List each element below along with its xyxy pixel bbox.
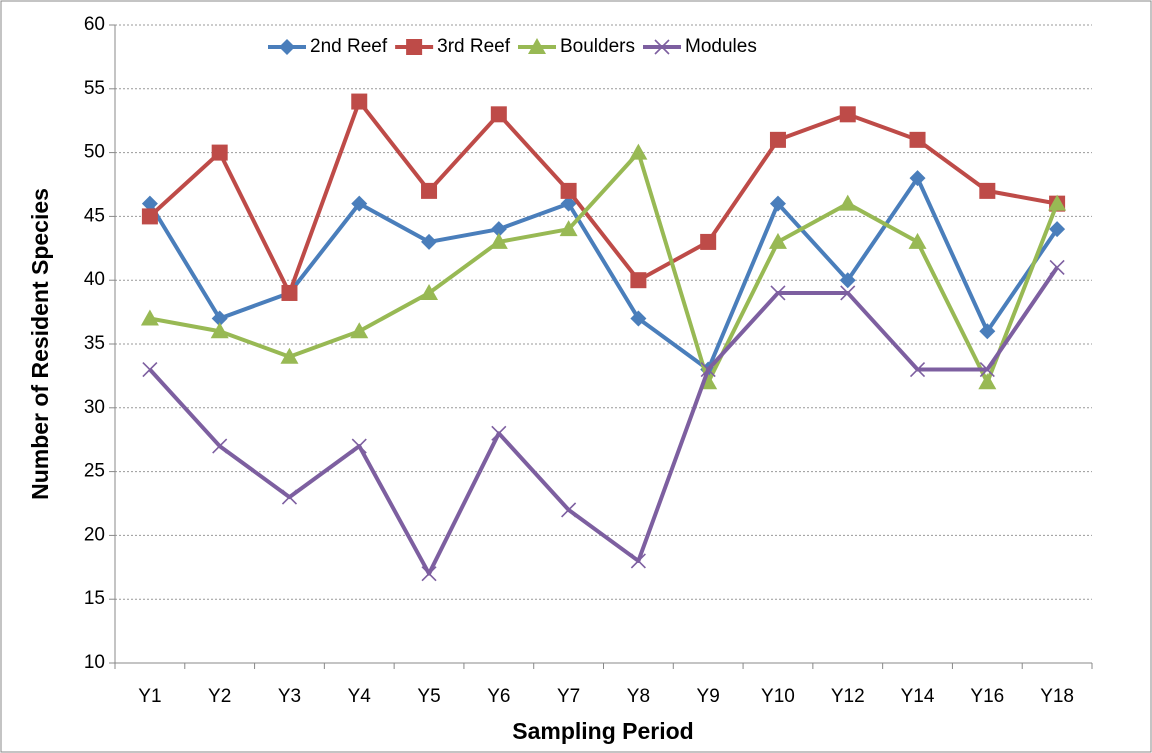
y-tick-label: 55 [84,78,105,99]
data-point [839,272,856,289]
x-tick-label: Y6 [487,686,510,707]
data-point [909,170,926,187]
data-point [840,285,856,301]
y-tick-label: 30 [84,397,105,418]
data-point [351,438,367,454]
series-line [149,150,1059,385]
y-tick-label: 20 [84,524,105,545]
legend-marker [406,39,423,55]
data-point [142,361,158,378]
x-tick-label: Y7 [557,686,580,707]
data-point [838,194,857,211]
data-point [281,284,298,301]
legend-marker [654,39,670,55]
data-point [629,143,648,160]
legend-label: 2nd Reef [310,36,388,57]
x-tick-label: Y8 [627,686,650,707]
data-point [141,208,158,225]
y-tick-label: 10 [84,652,105,673]
data-point [560,195,577,212]
data-point [560,182,577,199]
legend-label: Modules [685,36,757,57]
data-point [1048,194,1067,211]
data-point [1049,221,1066,238]
data-point [489,232,508,249]
data-point [770,285,786,301]
x-tick-label: Y9 [697,686,720,707]
data-point [978,373,997,390]
data-point [561,502,577,518]
data-point [490,106,507,123]
data-point [350,322,369,339]
y-tick-label: 35 [84,333,105,354]
data-point [559,220,578,237]
data-point [769,195,786,212]
data-point [979,323,996,340]
x-tick-label: Y14 [901,686,935,707]
data-point [908,232,927,249]
y-tick-label: 15 [84,588,105,609]
y-axis-title: Number of Resident Species [27,188,53,500]
data-point [630,310,647,327]
data-point [421,566,437,582]
data-point [769,131,786,148]
x-tick-label: Y12 [831,686,865,707]
data-point [351,93,368,110]
x-tick-label: Y4 [348,686,372,707]
x-tick-label: Y16 [970,686,1004,707]
series-line [148,266,1059,576]
data-point [351,195,368,212]
data-point [909,131,926,148]
data-point [280,347,299,364]
data-point [490,221,507,238]
data-point [140,309,159,326]
series-line [148,99,1058,295]
data-point [421,233,438,250]
legend-marker [528,38,546,54]
data-point [281,489,298,505]
data-point [210,322,229,339]
y-tick-label: 50 [84,142,105,163]
x-tick-label: Y18 [1040,686,1074,707]
x-tick-label: Y10 [761,686,795,707]
x-tick-label: Y3 [278,686,301,707]
legend-marker [279,39,295,55]
data-point [211,144,228,161]
data-point [420,283,439,300]
data-point [141,195,158,212]
x-tick-label: Y5 [417,686,440,707]
y-tick-label: 25 [84,461,105,482]
data-point [212,438,228,454]
data-point [630,553,646,569]
data-point [768,232,787,249]
data-point [491,425,507,441]
y-tick-label: 60 [84,14,105,35]
data-point [700,361,716,378]
y-tick-label: 40 [84,269,105,290]
data-point [909,361,926,378]
data-point [421,182,438,199]
data-point [1049,259,1065,276]
data-point [839,106,856,123]
data-point [700,233,717,250]
data-point [211,310,228,327]
y-tick-label: 45 [84,205,105,226]
x-tick-label: Y2 [208,686,231,707]
x-axis-title: Sampling Period [512,718,693,744]
legend-label: Boulders [560,36,635,57]
x-tick-label: Y1 [138,686,161,707]
series-line [148,176,1059,372]
data-point [979,361,995,378]
data-point [979,182,996,199]
legend-label: 3rd Reef [437,36,511,57]
data-point [630,272,647,289]
